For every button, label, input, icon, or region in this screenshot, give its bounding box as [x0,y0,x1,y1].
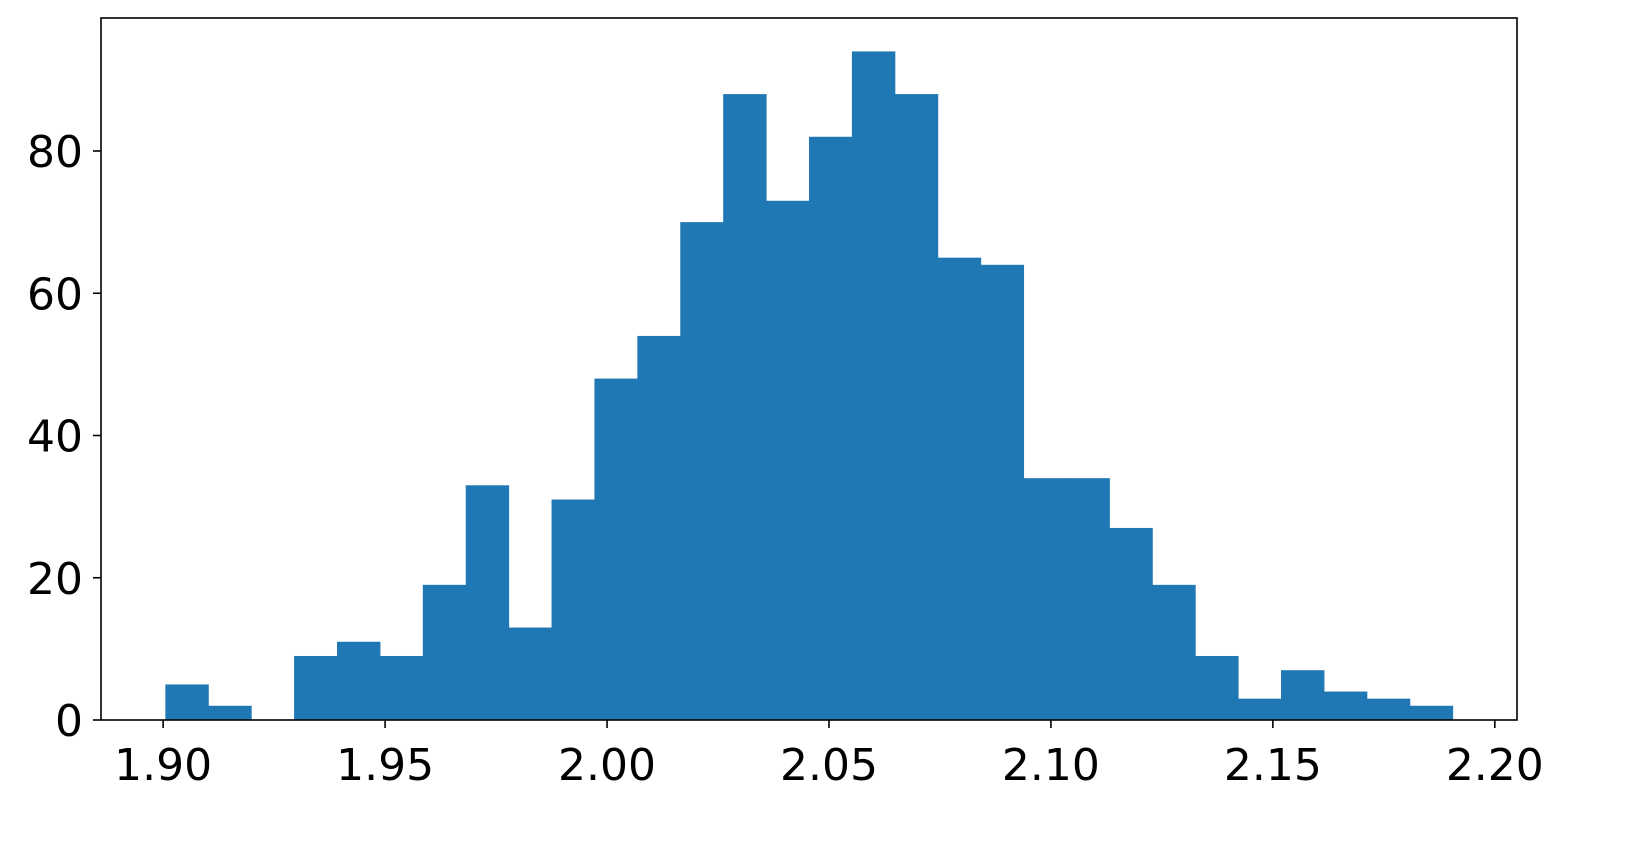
histogram-bar [637,335,681,720]
histogram-bar [723,94,767,721]
histogram-bar [1323,691,1368,720]
histogram-bar [465,485,510,720]
y-tick-label: 0 [55,696,83,747]
histogram-bar [1238,698,1282,720]
histogram-bar [1152,584,1196,720]
bars [165,51,1454,721]
histogram-bar [208,705,252,720]
histogram-bar [379,655,424,720]
x-tick-label: 2.20 [1446,740,1544,791]
histogram-bar [1195,655,1239,720]
histogram-bar [594,378,638,720]
histogram-bar [980,264,1025,720]
histogram-bar [894,94,939,721]
histogram-bar [1366,698,1411,720]
histogram-bar [337,641,381,720]
x-tick-label: 1.90 [114,740,212,791]
histogram-bar [422,584,467,720]
axes-frame [100,17,1518,721]
histogram-bar [551,499,595,720]
x-axis: 1.90 1.95 2.00 2.05 2.10 2.15 2.20 [114,720,1544,791]
histogram-bar [1023,478,1067,720]
y-tick-label: 80 [27,127,83,178]
histogram-bar [508,627,553,720]
x-tick-label: 2.05 [780,740,878,791]
histogram-bar [1281,670,1325,720]
histogram-bar [1409,705,1454,720]
x-tick-label: 2.15 [1224,740,1322,791]
histogram-bar [851,51,896,720]
histogram-bar [937,257,982,720]
histogram-bar [294,655,338,720]
y-axis: 0 20 40 60 80 [27,127,101,747]
y-tick-label: 40 [27,412,83,463]
x-tick-label: 2.00 [558,740,656,791]
y-tick-label: 60 [27,269,83,320]
histogram-bar [1109,527,1153,720]
histogram-bar [165,684,209,720]
histogram-bar [680,222,724,720]
y-tick-label: 20 [27,554,83,605]
x-tick-label: 2.10 [1002,740,1100,791]
histogram-bar [766,200,810,720]
histogram-bar [1066,478,1110,720]
histogram-bar [809,136,853,720]
x-tick-label: 1.95 [336,740,434,791]
